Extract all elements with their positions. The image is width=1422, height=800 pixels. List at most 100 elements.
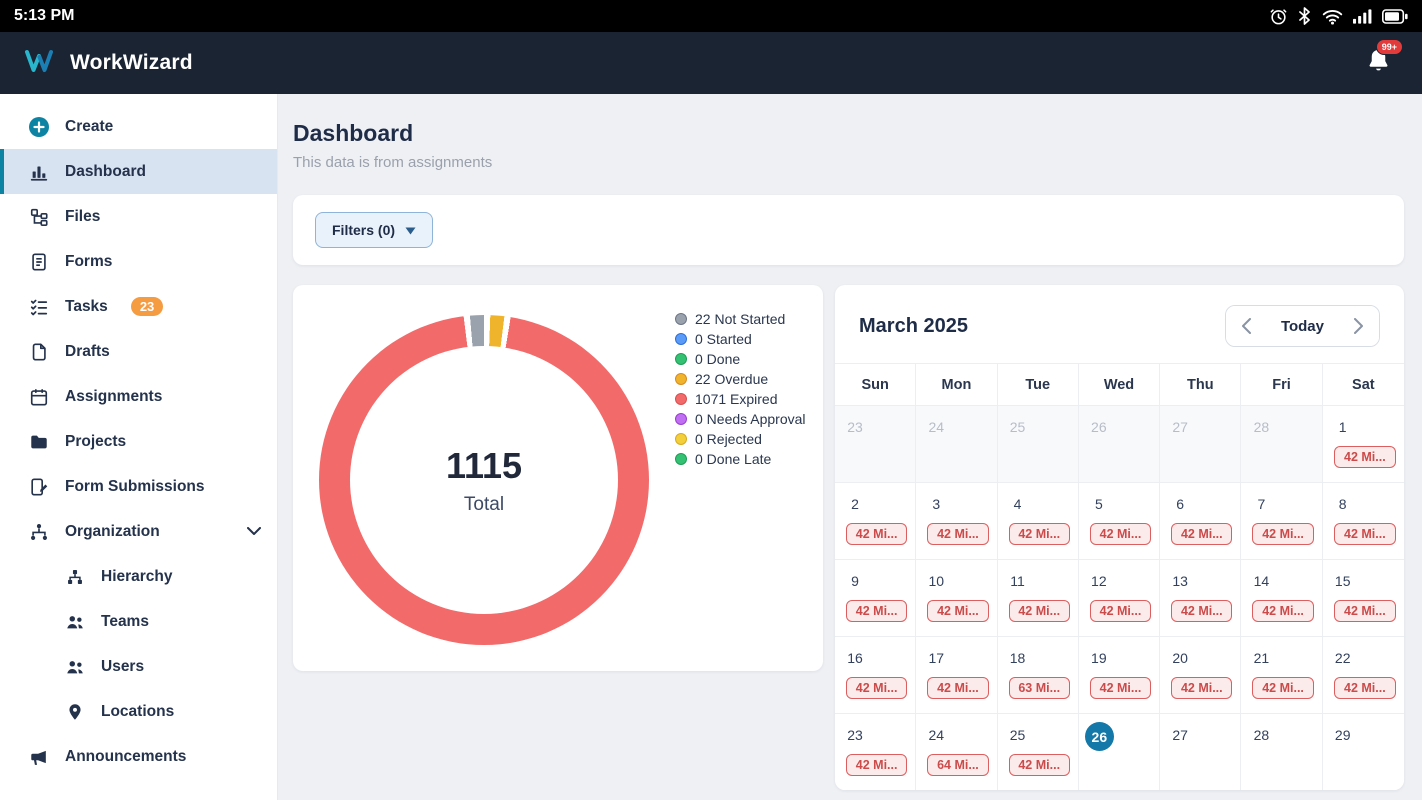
- calendar-cell[interactable]: 2 42 Mi...: [835, 482, 917, 559]
- sidebar-item-label: Forms: [65, 252, 113, 270]
- calendar-cell[interactable]: 18 63 Mi...: [997, 636, 1079, 713]
- calendar-event-badge[interactable]: 42 Mi...: [1008, 523, 1070, 545]
- sidebar-item-projects[interactable]: Projects: [0, 419, 277, 464]
- calendar-day-number: 12: [1091, 573, 1107, 589]
- calendar-day-number: 10: [928, 573, 945, 589]
- sidebar-item-tasks[interactable]: Tasks 23: [0, 284, 277, 329]
- calendar-cell[interactable]: 4 42 Mi...: [997, 482, 1079, 559]
- calendar-next-button[interactable]: [1337, 306, 1379, 346]
- sidebar-item-files[interactable]: Files: [0, 194, 277, 239]
- battery-icon: [1382, 8, 1408, 24]
- tasks-checklist-icon: [28, 296, 50, 318]
- sidebar-item-announcements[interactable]: Announcements: [0, 734, 277, 779]
- calendar-cell[interactable]: 7 42 Mi...: [1241, 482, 1323, 559]
- calendar-cell[interactable]: 25: [997, 405, 1079, 482]
- calendar-event-badge[interactable]: 42 Mi...: [1252, 523, 1314, 545]
- sidebar: Create Dashboard Files Forms Tasks 23: [0, 94, 278, 800]
- alarm-icon: [1269, 7, 1288, 26]
- sidebar-item-drafts[interactable]: Drafts: [0, 329, 277, 374]
- calendar-cell[interactable]: 29: [1322, 713, 1404, 790]
- sidebar-item-forms[interactable]: Forms: [0, 239, 277, 284]
- calendar-event-badge[interactable]: 42 Mi...: [927, 600, 989, 622]
- calendar-cell[interactable]: 19 42 Mi...: [1078, 636, 1161, 713]
- calendar-cell[interactable]: 15 42 Mi...: [1322, 559, 1404, 636]
- filters-button[interactable]: Filters (0): [315, 212, 434, 248]
- calendar-event-badge[interactable]: 42 Mi...: [1089, 600, 1152, 622]
- drafts-file-icon: [28, 341, 50, 363]
- calendar-cell[interactable]: 27: [1160, 405, 1242, 482]
- calendar-cell[interactable]: 24: [916, 405, 998, 482]
- calendar-event-badge[interactable]: 42 Mi...: [1333, 523, 1396, 545]
- calendar-cell[interactable]: 28: [1241, 405, 1323, 482]
- calendar-cell[interactable]: 9 42 Mi...: [835, 559, 917, 636]
- calendar-event-badge[interactable]: 42 Mi...: [1252, 600, 1314, 622]
- calendar-event-badge[interactable]: 42 Mi...: [1333, 677, 1396, 699]
- calendar-event-badge[interactable]: 42 Mi...: [846, 600, 908, 622]
- calendar-event-badge[interactable]: 42 Mi...: [846, 677, 908, 699]
- calendar-cell[interactable]: 20 42 Mi...: [1160, 636, 1242, 713]
- calendar-event-badge[interactable]: 42 Mi...: [1333, 600, 1396, 622]
- sidebar-item-users[interactable]: Users: [0, 644, 277, 689]
- calendar-cell[interactable]: 26: [1078, 713, 1161, 790]
- calendar-cell[interactable]: 17 42 Mi...: [916, 636, 998, 713]
- calendar-event-badge[interactable]: 42 Mi...: [1252, 677, 1314, 699]
- calendar-event-badge[interactable]: 42 Mi...: [927, 677, 989, 699]
- sidebar-item-dashboard[interactable]: Dashboard: [0, 149, 277, 194]
- calendar-cell[interactable]: 28: [1241, 713, 1323, 790]
- sidebar-item-hierarchy[interactable]: Hierarchy: [0, 554, 277, 599]
- legend-label: 0 Needs Approval: [695, 411, 806, 427]
- calendar-cell[interactable]: 6 42 Mi...: [1160, 482, 1242, 559]
- calendar-cell[interactable]: 13 42 Mi...: [1160, 559, 1242, 636]
- calendar-event-badge[interactable]: 63 Mi...: [1008, 677, 1070, 699]
- calendar-cell[interactable]: 24 64 Mi...: [916, 713, 998, 790]
- calendar-cell[interactable]: 16 42 Mi...: [835, 636, 917, 713]
- calendar-day-number: 2: [851, 496, 859, 512]
- legend-dot: [675, 373, 687, 385]
- calendar-event-badge[interactable]: 42 Mi...: [1008, 754, 1070, 776]
- calendar-event-badge[interactable]: 42 Mi...: [1171, 677, 1233, 699]
- page-title: Dashboard: [293, 120, 414, 146]
- calendar-cell[interactable]: 11 42 Mi...: [997, 559, 1079, 636]
- calendar-cell[interactable]: 25 42 Mi...: [997, 713, 1079, 790]
- calendar-event-badge[interactable]: 42 Mi...: [846, 754, 908, 776]
- sidebar-item-locations[interactable]: Locations: [0, 689, 277, 734]
- calendar-event-badge[interactable]: 42 Mi...: [1089, 677, 1152, 699]
- calendar-event-badge[interactable]: 42 Mi...: [1333, 446, 1396, 468]
- donut-center: 1115 Total: [350, 346, 618, 614]
- calendar-cell[interactable]: 23 42 Mi...: [835, 713, 917, 790]
- sidebar-item-create[interactable]: Create: [0, 104, 277, 149]
- calendar-today-button[interactable]: Today: [1280, 317, 1324, 335]
- calendar-cell[interactable]: 27: [1160, 713, 1242, 790]
- sidebar-item-label: Drafts: [65, 342, 110, 360]
- calendar-event-badge[interactable]: 42 Mi...: [927, 523, 989, 545]
- sidebar-item-teams[interactable]: Teams: [0, 599, 277, 644]
- calendar-cell[interactable]: 14 42 Mi...: [1241, 559, 1323, 636]
- calendar-card: March 2025 Today Sun Mon Tue Wed Thu Fri Sat 23…: [835, 285, 1404, 790]
- calendar-day-number: 24: [928, 727, 945, 743]
- calendar-cell[interactable]: 12 42 Mi...: [1078, 559, 1161, 636]
- sidebar-item-label: Organization: [65, 522, 160, 540]
- calendar-event-badge[interactable]: 42 Mi...: [1171, 523, 1233, 545]
- calendar-cell[interactable]: 3 42 Mi...: [916, 482, 998, 559]
- sidebar-item-assignments[interactable]: Assignments: [0, 374, 277, 419]
- calendar-cell[interactable]: 21 42 Mi...: [1241, 636, 1323, 713]
- sidebar-item-form-submissions[interactable]: Form Submissions: [0, 464, 277, 509]
- create-plus-icon: [28, 116, 50, 138]
- calendar-cell[interactable]: 1 42 Mi...: [1322, 405, 1404, 482]
- calendar-cell[interactable]: 26: [1078, 405, 1161, 482]
- sidebar-item-organization[interactable]: Organization: [0, 509, 277, 554]
- calendar-event-badge[interactable]: 42 Mi...: [1089, 523, 1152, 545]
- calendar-event-badge[interactable]: 42 Mi...: [1008, 600, 1070, 622]
- calendar-cell[interactable]: 22 42 Mi...: [1322, 636, 1404, 713]
- calendar-cell[interactable]: 23: [835, 405, 917, 482]
- calendar-cell[interactable]: 5 42 Mi...: [1078, 482, 1161, 559]
- calendar-prev-button[interactable]: [1225, 306, 1268, 346]
- calendar-event-badge[interactable]: 42 Mi...: [846, 523, 908, 545]
- calendar-event-badge[interactable]: 64 Mi...: [927, 754, 989, 776]
- page-subtitle: This data is from assignments: [293, 154, 493, 171]
- notifications-button[interactable]: 99+: [1365, 39, 1403, 79]
- calendar-cell[interactable]: 10 42 Mi...: [916, 559, 998, 636]
- brand-logo[interactable]: WorkWizard: [24, 48, 193, 79]
- calendar-event-badge[interactable]: 42 Mi...: [1171, 600, 1233, 622]
- calendar-cell[interactable]: 8 42 Mi...: [1322, 482, 1404, 559]
